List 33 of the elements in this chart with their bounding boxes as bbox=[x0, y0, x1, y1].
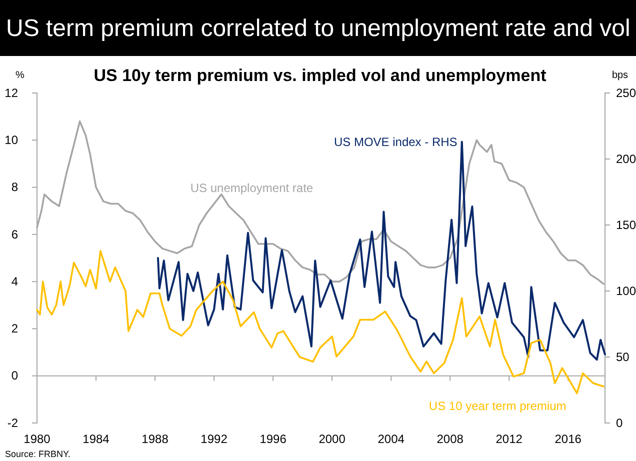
y2-tick-label: 50 bbox=[616, 350, 630, 364]
x-tick-label: 2012 bbox=[496, 432, 523, 446]
y2-tick-label: 150 bbox=[616, 218, 636, 232]
x-tick-label: 2000 bbox=[318, 432, 346, 446]
y-tick-label: 8 bbox=[11, 180, 18, 194]
y-tick-label: 6 bbox=[11, 227, 18, 242]
x-tick-label: 1980 bbox=[24, 432, 51, 446]
source-note: Source: FRBNY. bbox=[5, 449, 70, 459]
y-tick-label: -2 bbox=[7, 416, 18, 430]
y-axis-title: % bbox=[16, 70, 25, 81]
y-tick-label: 12 bbox=[4, 86, 18, 100]
x-tick-label: 1992 bbox=[200, 432, 228, 446]
x-tick-label: 2008 bbox=[436, 432, 464, 446]
chart-subtitle: US 10y term premium vs. impled vol and unemployment bbox=[94, 66, 547, 85]
y-tick-label: 10 bbox=[4, 132, 18, 147]
x-tick-label: 1984 bbox=[82, 432, 110, 446]
y2-tick-label: 200 bbox=[616, 152, 636, 166]
y2-tick-label: 250 bbox=[616, 86, 636, 100]
y-tick-label: 0 bbox=[11, 368, 18, 383]
text: US unemployment rate bbox=[190, 181, 314, 195]
y2-tick-label: 100 bbox=[616, 284, 636, 298]
x-tick-label: 2016 bbox=[554, 432, 582, 446]
y-tick-label: 4 bbox=[11, 274, 18, 288]
y2-axis-title: bps bbox=[612, 70, 628, 81]
chart-title: US term premium correlated to unemployment rate and vol bbox=[6, 15, 630, 42]
y-tick-label: 2 bbox=[11, 322, 18, 336]
line-series bbox=[36, 250, 604, 394]
x-tick-label: 1996 bbox=[260, 432, 287, 446]
y2-tick-label: 0 bbox=[616, 416, 623, 430]
series-label: US MOVE index - RHS bbox=[334, 134, 458, 149]
series-label: US 10 year term premium bbox=[428, 398, 566, 413]
x-tick-label: 1988 bbox=[142, 432, 169, 446]
x-tick-label: 2004 bbox=[378, 432, 405, 446]
